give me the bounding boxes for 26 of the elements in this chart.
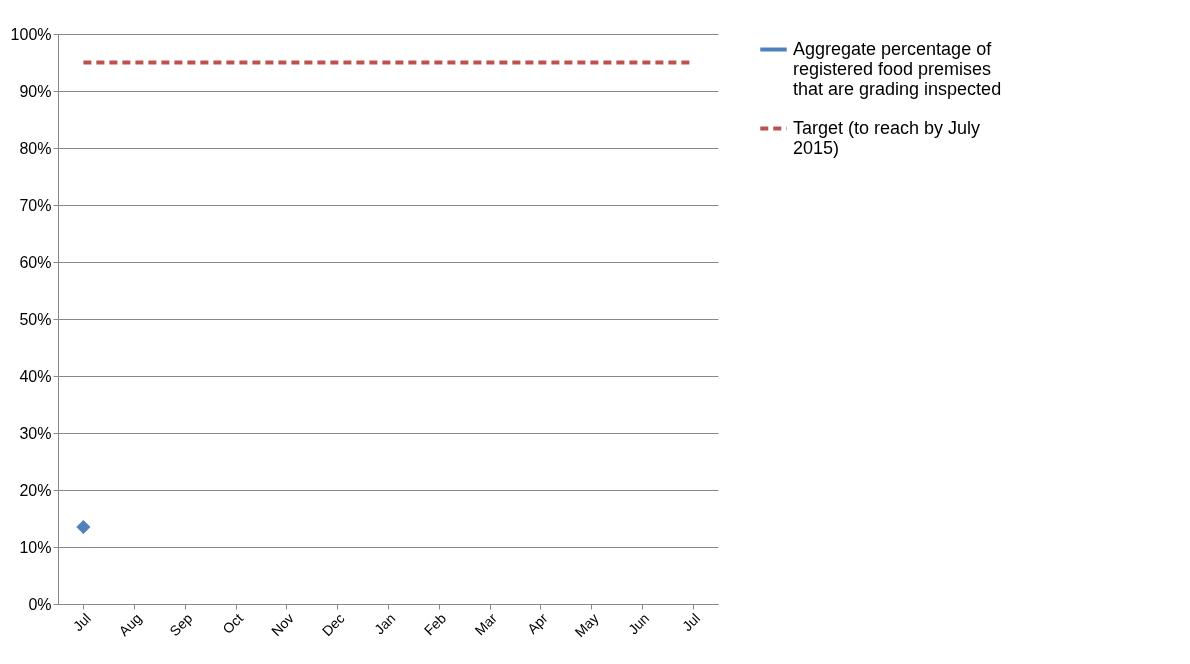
y-tick-label: 60% (19, 253, 52, 271)
x-tick-label: Jan (371, 610, 399, 638)
legend-label: Target (to reach by July 2015) (793, 117, 981, 158)
y-tick-label: 90% (19, 82, 52, 100)
x-tick-label: Jun (624, 610, 653, 638)
y-tick-label: 100% (10, 25, 52, 43)
y-tick-label: 10% (19, 538, 52, 556)
y-tick-label: 70% (19, 196, 52, 214)
y-tick-label: 80% (19, 139, 52, 157)
x-tick-label: Feb (420, 609, 450, 639)
y-tick-label: 20% (19, 481, 52, 499)
x-tick-label: Jul (69, 610, 94, 635)
y-tick-label: 50% (19, 310, 52, 328)
x-tick-label: Dec (318, 610, 348, 640)
y-tick-label: 30% (19, 424, 52, 442)
x-tick-label: Jul (679, 610, 704, 635)
y-tick-label: 40% (19, 367, 52, 385)
legend-label: Aggregate percentage of registered food premises that are grading inspected (793, 38, 1002, 99)
x-tick-label: May (571, 610, 602, 641)
x-tick-label: Oct (219, 610, 247, 637)
x-tick-label: Nov (267, 610, 297, 640)
x-tick-label: Mar (471, 609, 501, 639)
x-tick-label: Apr (523, 609, 551, 637)
x-tick-label: Sep (166, 609, 196, 640)
y-tick-label: 0% (28, 595, 52, 613)
x-tick-label: Aug (115, 610, 145, 640)
